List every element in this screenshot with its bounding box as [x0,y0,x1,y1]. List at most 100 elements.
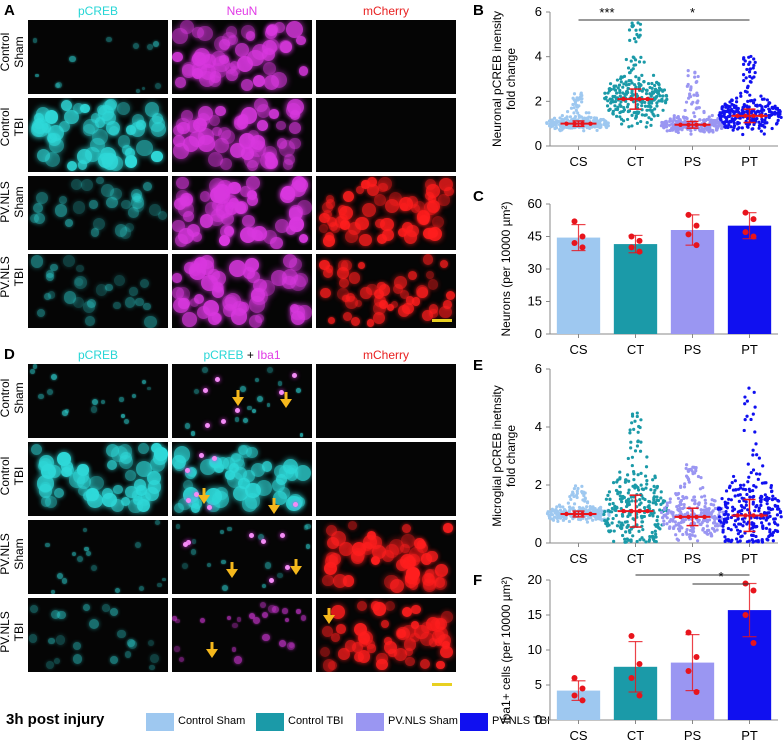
data-point [616,490,620,494]
cell-spot [367,319,375,327]
data-point [555,510,559,514]
mean-dot [686,122,691,127]
cell-spot [222,585,228,591]
x-tick-label: PT [741,551,758,566]
data-point [642,506,647,510]
cell-spot [109,156,124,171]
cell-spot [174,503,185,514]
row-label-line2: Sham [12,36,26,68]
data-point [739,91,743,95]
cell-spot [354,299,363,308]
data-point [702,494,707,498]
data-point [710,113,714,118]
data-point [567,519,572,524]
data-point [642,60,646,64]
data-point [740,508,744,513]
data-point [745,399,749,403]
data-point [608,510,613,514]
cell-spot [251,288,268,306]
cell-spot [266,366,273,374]
data-point [748,80,752,84]
cell-spot [232,485,248,501]
cell-spot [250,140,263,153]
data-point [760,124,764,128]
data-point [765,498,769,502]
cell-spot [246,195,258,207]
cell-spot [278,640,286,647]
data-point [646,81,651,86]
cell-spot [137,442,150,455]
data-point [617,83,622,87]
data-point [703,504,707,509]
data-point [709,534,713,538]
data-point [692,521,697,526]
data-point [728,100,732,104]
cell-spot [416,285,429,298]
data-point [705,117,709,122]
x-tick-label: CT [627,551,644,566]
data-point [613,104,617,108]
cell-spot [383,641,397,655]
y-axis-label-line: Iba1+ cells (per 10000 µm²) [499,576,513,723]
data-point [635,121,640,125]
data-point [587,115,591,119]
data-point [585,505,589,509]
data-point [693,689,700,695]
data-point [724,509,728,514]
data-point [708,531,713,535]
data-point [777,114,781,119]
cell-spot [261,460,273,472]
data-point [693,222,700,229]
cell-spot [45,496,58,509]
data-point [768,530,772,534]
cell-spot [379,299,389,309]
cell-spot [276,120,286,131]
cell-spot [222,457,236,470]
cell-spot [233,116,245,127]
data-point [632,37,637,41]
data-point [579,115,583,119]
data-point [642,514,646,519]
data-point [654,532,658,536]
data-point [625,105,630,109]
cell-spot [277,381,283,386]
data-point [668,500,672,504]
data-point [762,132,766,136]
cell-spot [182,480,193,491]
data-point [736,120,740,125]
data-point [683,517,688,522]
cell-spot [213,137,229,153]
cell-spot [38,484,53,498]
data-point [659,496,663,500]
data-point [624,478,628,482]
cell-spot [172,455,187,470]
data-point [754,472,759,476]
mean-dot [564,121,569,126]
data-point [650,109,654,113]
data-point [609,101,613,105]
data-point [624,90,629,94]
data-point [619,104,623,108]
cell-spot [303,525,308,530]
mean-dot [645,508,650,514]
cell-spot [178,298,190,310]
data-point [637,60,642,64]
data-point [743,531,747,535]
data-point [654,502,658,506]
cell-spot [147,386,152,391]
data-point [765,511,769,516]
cell-spot [401,524,412,534]
row-label-control-sham-d: Control Sham [0,363,26,433]
cell-spot [252,230,264,242]
microglia-cell [198,452,204,458]
micrograph-a-r1c2 [172,20,312,94]
data-point [625,502,630,506]
data-point [768,101,772,105]
data-point [550,118,554,122]
microglia-cell [269,577,275,583]
cell-spot [300,615,307,621]
data-point [639,418,643,422]
cell-spot [305,543,311,549]
data-point [695,539,700,543]
data-point [691,526,696,530]
